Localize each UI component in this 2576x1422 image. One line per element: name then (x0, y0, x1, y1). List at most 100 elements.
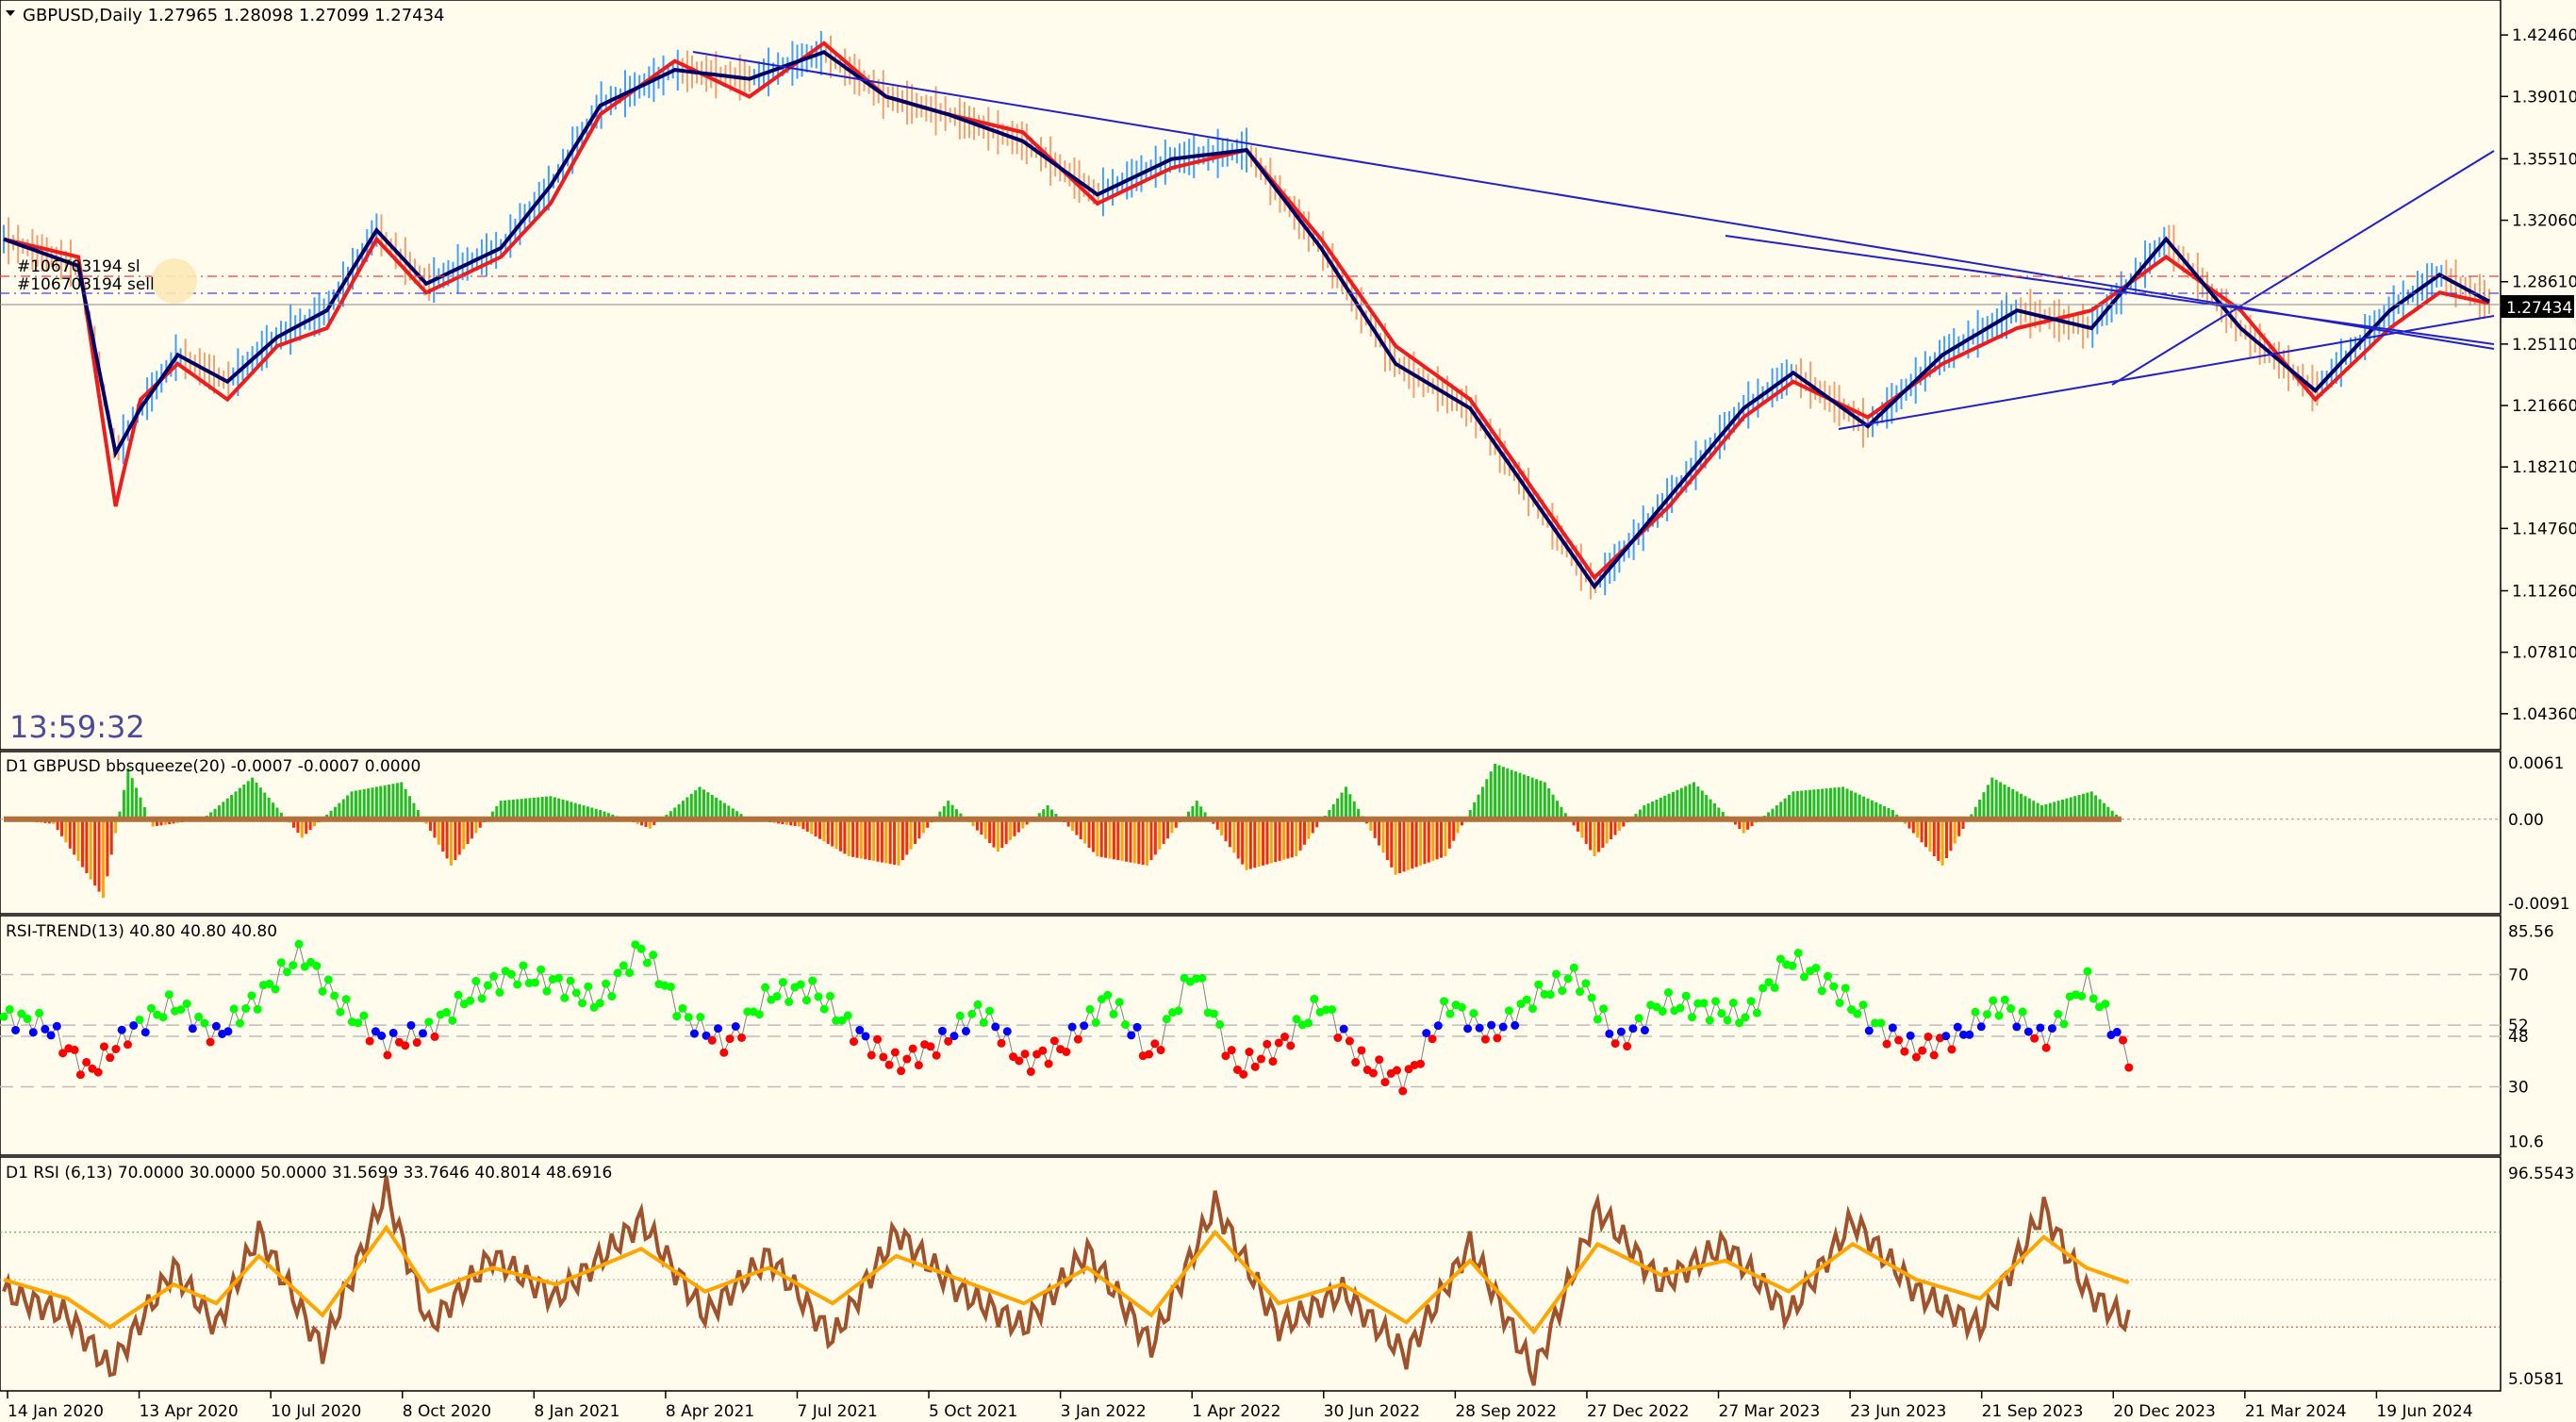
rsi-trend-dot (985, 1006, 995, 1016)
time-tick-label: 28 Sep 2022 (1455, 1402, 1557, 1421)
rsi-trend-dot (1469, 1009, 1478, 1018)
time-tick-label: 5 Oct 2021 (929, 1402, 1017, 1421)
rsi-trend-dot (2119, 1035, 2128, 1045)
rsi-trend-dots (0, 939, 2134, 1096)
rsi-trend-dot (1864, 1026, 1874, 1035)
rsi-trend-dot (211, 1021, 221, 1031)
rsi-trend-dot (1811, 964, 1821, 973)
rsi-trend-dot (1026, 1066, 1035, 1076)
rsi-trend-tick-label: 52 (2508, 1017, 2529, 1035)
rsi-trend-dot (1989, 996, 1998, 1005)
ma-navy-line (3, 49, 2490, 590)
rsi-trend-dot (1775, 954, 1785, 964)
rsi-trend-dot (1375, 1055, 1384, 1065)
rsi-trend-dot (23, 1014, 32, 1023)
rsi-trend-title: RSI-TREND(13) 40.80 40.80 40.80 (6, 922, 277, 941)
rsi-trend-panel[interactable]: RSI-TREND(13) 40.80 40.80 40.80 85.56 70 5… (0, 915, 2554, 1156)
rsi-trend-dot (1357, 1046, 1366, 1055)
bbsqueeze-histogram (0, 763, 2501, 899)
rsi-trend-dot (1616, 1027, 1626, 1036)
rsi-trend-dot (1475, 1023, 1484, 1033)
rsi-trend-dot (955, 1011, 965, 1020)
rsi-trend-dot (111, 1044, 121, 1053)
rsi-trend-dot (1103, 990, 1113, 1000)
rsi-trend-dot (743, 1007, 752, 1017)
rsi-trend-dot (2018, 1007, 2027, 1017)
collapse-arrow-icon[interactable] (6, 10, 15, 16)
rsi-trend-dot (1858, 1000, 1868, 1010)
rsi-trend-dot (336, 1007, 345, 1017)
rsi-trend-dot (318, 986, 327, 996)
rsi-trend-dot (537, 965, 546, 974)
rsi-trend-dot (1640, 1026, 1649, 1035)
bbsqueeze-panel[interactable]: D1 GBPUSD bbsqueeze(20) -0.0007 -0.0007 … (0, 751, 2570, 915)
rsi-trend-dot (589, 1002, 599, 1012)
time-tick-label: 13 Apr 2020 (140, 1402, 239, 1421)
rsi-trend-dot (354, 1018, 363, 1028)
rsi-trend-dot (371, 1027, 380, 1036)
rsi-trend-dot (1015, 1056, 1024, 1066)
rsi-slow-line (3, 1224, 2130, 1335)
rsi-trend-dot (140, 1028, 150, 1037)
rsi-trend-dot (1162, 1015, 1171, 1024)
rsi-trend-dot (2089, 994, 2098, 1003)
rsi-trend-dot (1062, 1048, 1071, 1057)
rsi-trend-dot (731, 1021, 740, 1031)
rsi-trend-dot (1581, 979, 1591, 988)
time-tick-label: 7 Jul 2021 (797, 1402, 877, 1421)
rsi-trend-dot (649, 951, 658, 960)
rsi-axis: 96.5543 5.0581 (2508, 1165, 2574, 1389)
rsi-trend-dot (961, 1027, 970, 1036)
rsi-trend-dot (1522, 995, 1531, 1004)
rsi-trend-dot (761, 983, 770, 992)
rsi-trend-dot (2112, 1027, 2122, 1036)
price-panel[interactable]: #106703194 sl #106703194 sell GBPUSD,Dai… (0, 0, 2576, 751)
rsi-trend-dot (1067, 1022, 1077, 1032)
rsi-trend-dot (1263, 1039, 1272, 1049)
rsi-trend-dot (1368, 1068, 1378, 1078)
rsi-trend-dot (997, 1038, 1006, 1048)
rsi-trend-dot (2054, 1009, 2063, 1018)
rsi-trend-dot (1286, 1041, 1296, 1050)
rsi-trend-dot (1599, 1004, 1609, 1014)
time-tick-label: 21 Mar 2024 (2245, 1402, 2347, 1421)
rsi-trend-dot (678, 1003, 687, 1013)
rsi-trend-dot (365, 1036, 374, 1046)
rsi-trend-dot (406, 1020, 416, 1030)
rsi-trend-dot (772, 992, 782, 1001)
rsi-trend-dot (1717, 1009, 1726, 1018)
rsi-trend-dot (1688, 1013, 1697, 1022)
time-tick-label: 23 Jun 2023 (1850, 1402, 1946, 1421)
rsi-trend-dot (477, 994, 487, 1003)
price-title: GBPUSD,Daily 1.27965 1.28098 1.27099 1.2… (23, 6, 445, 25)
rsi-trend-dot (1280, 1033, 1290, 1042)
rsi-trend-dot (1941, 1032, 1951, 1041)
rsi-trend-dot (300, 962, 309, 971)
rsi-trend-dot (1829, 982, 1839, 991)
bbsqueeze-tick-label: 0.00 (2508, 811, 2544, 830)
rsi-trend-dot (2012, 1022, 2022, 1032)
rsi-trend-dot (530, 978, 539, 987)
rsi-panel[interactable]: D1 RSI (6,13) 70.0000 30.0000 50.0000 31… (0, 1156, 2574, 1392)
rsi-trend-dot (1759, 984, 1768, 993)
rsi-trend-dot (1487, 1020, 1496, 1030)
time-tick-label: 27 Mar 2023 (1719, 1402, 1821, 1421)
rsi-trend-dot (2036, 1023, 2045, 1033)
price-tick-label: 1.42460 (2512, 26, 2576, 45)
trendlines (692, 51, 2495, 430)
rsi-trend-dot (1351, 1058, 1361, 1067)
rsi-trend-dot (1605, 1029, 1614, 1038)
rsi-trend-dot (1853, 1009, 1862, 1018)
rsi-trend-dot (0, 1012, 8, 1021)
rsi-trend-dot (99, 1042, 108, 1051)
time-tick-label: 21 Sep 2023 (1982, 1402, 2084, 1421)
rsi-trend-dot (914, 1061, 923, 1070)
rsi-trend-tick-label: 30 (2508, 1079, 2529, 1098)
rsi-trend-dot (850, 1037, 859, 1047)
rsi-trend-dot (188, 1024, 197, 1033)
rsi-trend-dot (719, 1048, 729, 1057)
rsi-trend-dot (897, 1066, 906, 1076)
rsi-trend-dot (1120, 1020, 1130, 1030)
trendline-upper (692, 51, 2495, 350)
